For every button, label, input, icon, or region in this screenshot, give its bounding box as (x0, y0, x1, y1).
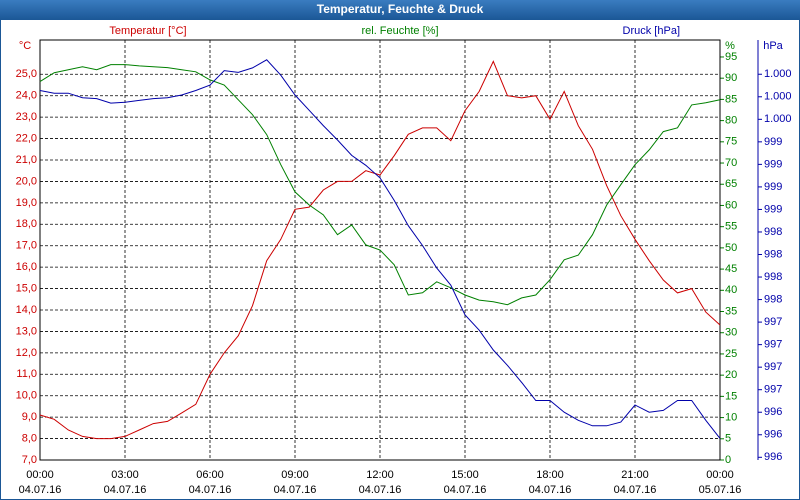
x-tick-label: 00:00 (706, 469, 734, 481)
y3-tick-label: 996 (764, 429, 782, 441)
y2-tick-label: 70 (725, 157, 737, 169)
y2-tick-label: 5 (725, 433, 731, 445)
y-tick-label: 12,0 (16, 347, 37, 359)
y-tick-label: 18,0 (16, 218, 37, 230)
title-bar (0, 0, 800, 20)
chart-title: Temperatur, Feuchte & Druck (317, 2, 484, 16)
legend-entry: rel. Feuchte [%] (361, 25, 438, 37)
y-tick-label: 14,0 (16, 304, 37, 316)
y3-tick-label: 998 (764, 248, 782, 260)
y-tick-label: 13,0 (16, 325, 37, 337)
y3-tick-label: 997 (764, 361, 782, 373)
x-tick-date: 04.07.16 (274, 484, 317, 496)
y-tick-label: 20,0 (16, 175, 37, 187)
y3-tick-label: 998 (764, 293, 782, 305)
y-unit: °C (19, 40, 31, 52)
y3-tick-label: 997 (764, 384, 782, 396)
y-tick-label: 11,0 (16, 368, 37, 380)
y2-tick-label: 80 (725, 115, 737, 127)
y2-tick-label: 65 (725, 178, 737, 190)
y3-tick-label: 1.000 (764, 113, 792, 125)
y2-tick-label: 85 (725, 93, 737, 105)
y-tick-label: 24,0 (16, 90, 37, 102)
x-tick-date: 04.07.16 (444, 484, 487, 496)
x-tick-label: 00:00 (26, 469, 54, 481)
y2-tick-label: 20 (725, 369, 737, 381)
y3-tick-label: 999 (764, 136, 782, 148)
x-tick-date: 04.07.16 (614, 484, 657, 496)
y-tick-label: 15,0 (16, 282, 37, 294)
y2-tick-label: 90 (725, 72, 737, 84)
y2-tick-label: 50 (725, 242, 737, 254)
y2-tick-label: 55 (725, 221, 737, 233)
x-tick-label: 18:00 (536, 469, 564, 481)
y-tick-label: 10,0 (16, 390, 37, 402)
y2-tick-label: 60 (725, 199, 737, 211)
x-tick-label: 21:00 (621, 469, 649, 481)
plot-border (39, 39, 721, 461)
y-tick-label: 8,0 (22, 432, 37, 444)
x-tick-date: 04.07.16 (189, 484, 232, 496)
y-tick-label: 21,0 (16, 154, 37, 166)
x-tick-date: 04.07.16 (359, 484, 402, 496)
y2-tick-label: 25 (725, 348, 737, 360)
legend-entry: Temperatur [°C] (109, 25, 186, 37)
y2-tick-label: 30 (725, 327, 737, 339)
y3-tick-label: 999 (764, 181, 782, 193)
y-tick-label: 7,0 (22, 454, 37, 466)
x-tick-label: 12:00 (366, 469, 394, 481)
y3-tick-label: 998 (764, 226, 782, 238)
x-tick-date: 04.07.16 (104, 484, 147, 496)
y2-tick-label: 95 (725, 51, 737, 63)
y2-tick-label: 40 (725, 284, 737, 296)
y3-tick-label: 998 (764, 271, 782, 283)
y-tick-label: 19,0 (16, 197, 37, 209)
y-tick-label: 9,0 (22, 411, 37, 423)
y3-tick-label: 999 (764, 158, 782, 170)
y2-unit: % (725, 40, 735, 52)
y3-tick-label: 997 (764, 316, 782, 328)
x-tick-label: 03:00 (111, 469, 139, 481)
y3-tick-label: 996 (764, 406, 782, 418)
x-tick-date: 04.07.16 (19, 484, 62, 496)
y3-tick-label: 999 (764, 203, 782, 215)
series-line (39, 59, 721, 439)
series-line (39, 60, 721, 440)
x-tick-date: 04.07.16 (529, 484, 572, 496)
y3-unit: hPa (763, 40, 783, 52)
y3-tick-label: 997 (764, 339, 782, 351)
y2-tick-label: 0 (725, 454, 731, 466)
x-tick-date: 05.07.16 (699, 484, 742, 496)
y2-tick-label: 15 (725, 390, 737, 402)
y3-tick-label: 1.000 (764, 91, 792, 103)
legend-entry: Druck [hPa] (623, 25, 680, 37)
y2-tick-label: 75 (725, 136, 737, 148)
series-line (39, 64, 721, 306)
y2-tick-label: 45 (725, 263, 737, 275)
y-tick-label: 17,0 (16, 240, 37, 252)
y2-tick-label: 10 (725, 411, 737, 423)
x-tick-label: 06:00 (196, 469, 224, 481)
y-tick-label: 25,0 (16, 68, 37, 80)
y2-tick-label: 35 (725, 305, 737, 317)
y-tick-label: 23,0 (16, 111, 37, 123)
y3-tick-label: 996 (764, 451, 782, 463)
y-tick-label: 16,0 (16, 261, 37, 273)
y3-tick-label: 1.000 (764, 68, 792, 80)
x-tick-label: 09:00 (281, 469, 309, 481)
y-tick-label: 22,0 (16, 132, 37, 144)
x-tick-label: 15:00 (451, 469, 479, 481)
